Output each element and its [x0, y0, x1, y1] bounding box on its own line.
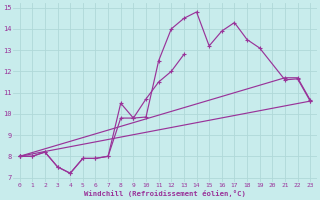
- X-axis label: Windchill (Refroidissement éolien,°C): Windchill (Refroidissement éolien,°C): [84, 190, 246, 197]
